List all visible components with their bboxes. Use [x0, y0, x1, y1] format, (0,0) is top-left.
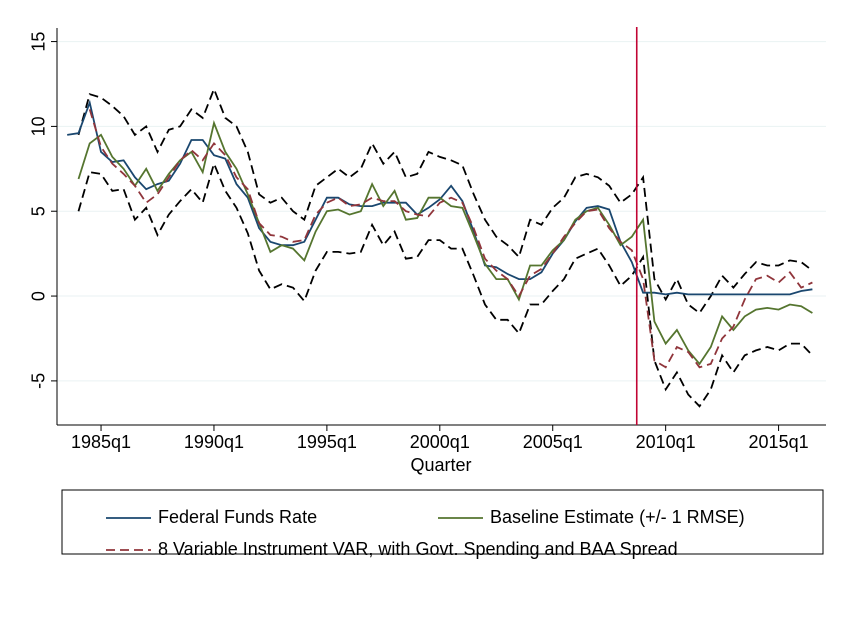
x-tick-label: 2005q1 [523, 432, 583, 452]
series-line [88, 109, 813, 369]
legend-label: Federal Funds Rate [158, 507, 317, 527]
y-tick-label: -5 [29, 373, 49, 389]
x-tick-label: 2000q1 [410, 432, 470, 452]
series-line [67, 99, 813, 296]
series-line [77, 86, 813, 315]
x-tick-label: 1990q1 [184, 432, 244, 452]
series-line [77, 160, 814, 408]
y-tick-label: 10 [29, 116, 49, 136]
y-tick-label: 15 [29, 32, 49, 52]
x-tick-label: 2015q1 [749, 432, 809, 452]
x-tick-label: 1995q1 [297, 432, 357, 452]
y-tick-label: 5 [29, 206, 49, 216]
y-tick-label: 0 [29, 291, 49, 301]
legend-box [61, 489, 824, 555]
legend-label: 8 Variable Instrument VAR, with Govt. Sp… [158, 539, 678, 559]
x-axis-label: Quarter [410, 455, 471, 475]
legend-label: Baseline Estimate (+/- 1 RMSE) [490, 507, 745, 527]
series-line [77, 119, 813, 366]
x-tick-label: 2010q1 [636, 432, 696, 452]
x-tick-label: 1985q1 [71, 432, 131, 452]
